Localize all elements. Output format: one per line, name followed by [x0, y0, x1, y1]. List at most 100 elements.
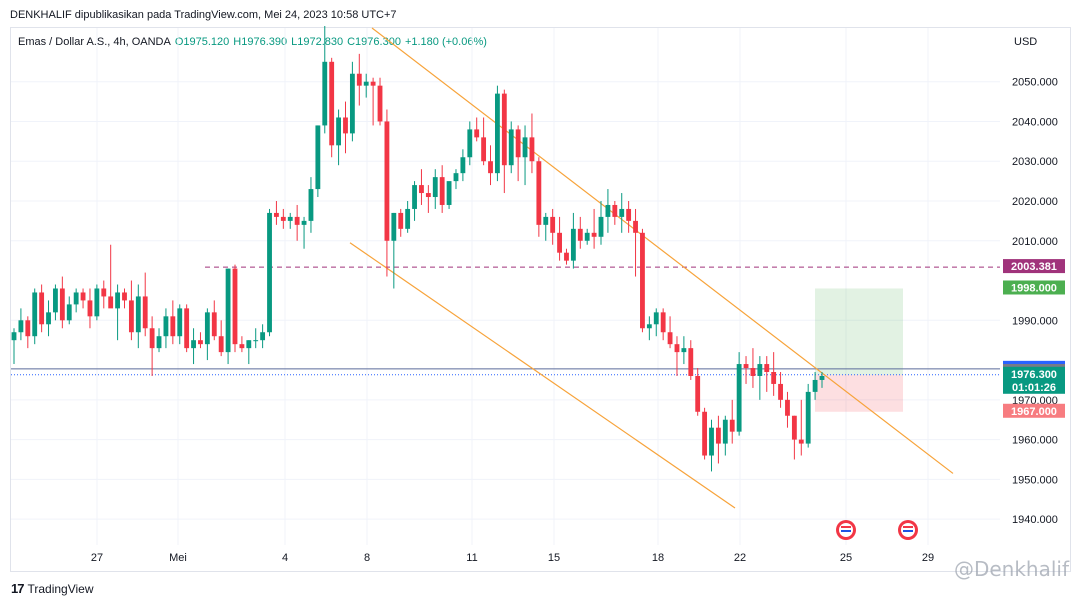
candle-body[interactable]	[488, 161, 493, 174]
candle-body[interactable]	[267, 212, 272, 333]
candle-body[interactable]	[343, 117, 348, 134]
candle-body[interactable]	[115, 292, 121, 309]
candle-body[interactable]	[315, 125, 321, 190]
candle-body[interactable]	[287, 216, 293, 221]
candle-body[interactable]	[785, 399, 790, 416]
candle-body[interactable]	[729, 419, 735, 432]
candle-body[interactable]	[584, 232, 590, 241]
candle-body[interactable]	[757, 364, 763, 376]
candle-body[interactable]	[722, 419, 728, 444]
candle-body[interactable]	[778, 383, 783, 400]
candle-body[interactable]	[39, 292, 45, 325]
candle-body[interactable]	[605, 204, 611, 217]
candle-body[interactable]	[536, 161, 542, 225]
candle-body[interactable]	[550, 216, 556, 233]
candle-body[interactable]	[46, 312, 51, 325]
candle-body[interactable]	[771, 372, 777, 384]
candle-body[interactable]	[695, 375, 701, 412]
candle-body[interactable]	[218, 336, 224, 353]
candle-body[interactable]	[128, 300, 134, 333]
candle-body[interactable]	[391, 212, 397, 241]
candle-body[interactable]	[336, 117, 341, 146]
candle-body[interactable]	[260, 332, 266, 341]
candle-body[interactable]	[253, 340, 259, 342]
candle-body[interactable]	[274, 212, 279, 217]
candle-body[interactable]	[53, 288, 58, 313]
candle-body[interactable]	[501, 93, 507, 166]
candle-body[interactable]	[280, 216, 286, 221]
candle-body[interactable]	[750, 368, 756, 376]
candle-body[interactable]	[619, 208, 625, 217]
upper-trendline[interactable]	[371, 27, 954, 474]
candle-body[interactable]	[474, 129, 480, 138]
candle-body[interactable]	[377, 85, 383, 122]
candle-body[interactable]	[522, 137, 528, 158]
candle-body[interactable]	[94, 288, 100, 317]
lower-trendline[interactable]	[349, 242, 736, 509]
candle-body[interactable]	[405, 208, 411, 229]
candle-body[interactable]	[156, 336, 162, 349]
candle-body[interactable]	[211, 312, 217, 337]
candle-body[interactable]	[646, 324, 652, 329]
candle-body[interactable]	[170, 316, 176, 337]
candle-body[interactable]	[225, 268, 231, 353]
candle-body[interactable]	[577, 228, 583, 241]
candle-body[interactable]	[322, 61, 328, 126]
candle-body[interactable]	[529, 137, 535, 162]
candle-body[interactable]	[149, 328, 155, 349]
candle-body[interactable]	[715, 427, 721, 444]
candle-body[interactable]	[246, 340, 252, 349]
candle-body[interactable]	[743, 364, 749, 369]
candle-body[interactable]	[191, 340, 196, 349]
candle-body[interactable]	[660, 312, 666, 333]
candle-body[interactable]	[163, 316, 169, 337]
tradingview-logo[interactable]: 17 TradingView	[11, 581, 94, 596]
candle-body[interactable]	[612, 204, 618, 217]
candle-body[interactable]	[557, 232, 562, 253]
candle-body[interactable]	[633, 220, 638, 233]
candle-body[interactable]	[370, 81, 376, 86]
candle-body[interactable]	[564, 252, 569, 261]
candle-body[interactable]	[626, 208, 632, 221]
candle-body[interactable]	[819, 375, 825, 380]
candle-body[interactable]	[73, 292, 79, 305]
candle-body[interactable]	[446, 181, 452, 205]
candle-body[interactable]	[515, 129, 521, 158]
candle-body[interactable]	[640, 232, 645, 329]
candle-body[interactable]	[543, 216, 549, 225]
candle-body[interactable]	[667, 332, 673, 345]
candle-body[interactable]	[453, 173, 459, 182]
candle-body[interactable]	[425, 193, 431, 198]
candle-body[interactable]	[32, 292, 38, 337]
candle-body[interactable]	[681, 348, 687, 353]
candle-body[interactable]	[59, 288, 65, 321]
candle-body[interactable]	[135, 296, 141, 333]
candle-body[interactable]	[570, 228, 576, 261]
candle-body[interactable]	[432, 177, 438, 198]
candle-body[interactable]	[294, 216, 300, 225]
candle-body[interactable]	[349, 73, 355, 134]
candle-body[interactable]	[419, 185, 424, 194]
candle-body[interactable]	[384, 121, 390, 241]
candle-body[interactable]	[398, 212, 404, 229]
candle-body[interactable]	[184, 308, 190, 349]
candle-body[interactable]	[798, 439, 804, 444]
candle-body[interactable]	[301, 220, 307, 225]
candle-body[interactable]	[736, 364, 742, 432]
candle-body[interactable]	[702, 411, 708, 456]
candle-body[interactable]	[232, 268, 238, 345]
candle-body[interactable]	[467, 129, 473, 158]
candle-body[interactable]	[66, 304, 72, 321]
symbol-name[interactable]: Emas / Dollar A.S., 4h, OANDA	[18, 36, 171, 48]
candle-body[interactable]	[356, 73, 362, 86]
candle-body[interactable]	[142, 296, 148, 329]
candle-body[interactable]	[591, 232, 597, 237]
candle-body[interactable]	[495, 93, 500, 174]
candle-body[interactable]	[412, 185, 417, 209]
candle-body[interactable]	[709, 427, 714, 456]
candle-body[interactable]	[25, 320, 31, 337]
candle-body[interactable]	[308, 189, 314, 221]
candle-body[interactable]	[674, 344, 680, 353]
candle-body[interactable]	[101, 288, 107, 297]
